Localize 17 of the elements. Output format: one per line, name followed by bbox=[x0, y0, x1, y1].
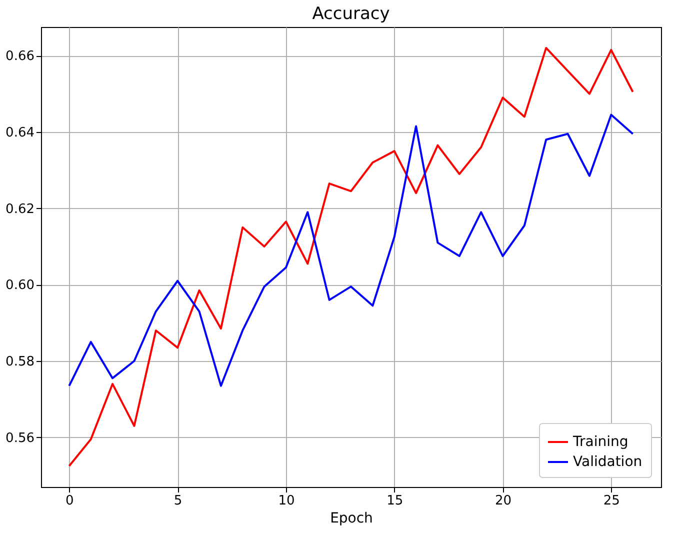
x-tick-label: 25 bbox=[603, 494, 620, 508]
y-tick-label: 0.60 bbox=[6, 278, 34, 294]
chart-title: Accuracy bbox=[312, 4, 390, 24]
y-tick-label: 0.56 bbox=[6, 430, 34, 446]
legend-label: Training bbox=[572, 434, 628, 450]
y-tick-label: 0.62 bbox=[6, 202, 34, 217]
y-tick-label: 0.58 bbox=[6, 354, 34, 370]
x-tick-label: 15 bbox=[386, 494, 404, 508]
legend-label: Validation bbox=[573, 454, 642, 470]
x-axis-title: Epoch bbox=[330, 510, 373, 526]
y-tick-label: 0.64 bbox=[6, 125, 34, 140]
x-tick-label: 5 bbox=[174, 494, 182, 508]
y-tick-label: 0.66 bbox=[6, 49, 34, 64]
x-tick-label: 10 bbox=[278, 494, 295, 508]
x-tick-label: 0 bbox=[66, 494, 74, 508]
line-series bbox=[68, 114, 634, 387]
x-tick-label: 20 bbox=[494, 494, 512, 508]
